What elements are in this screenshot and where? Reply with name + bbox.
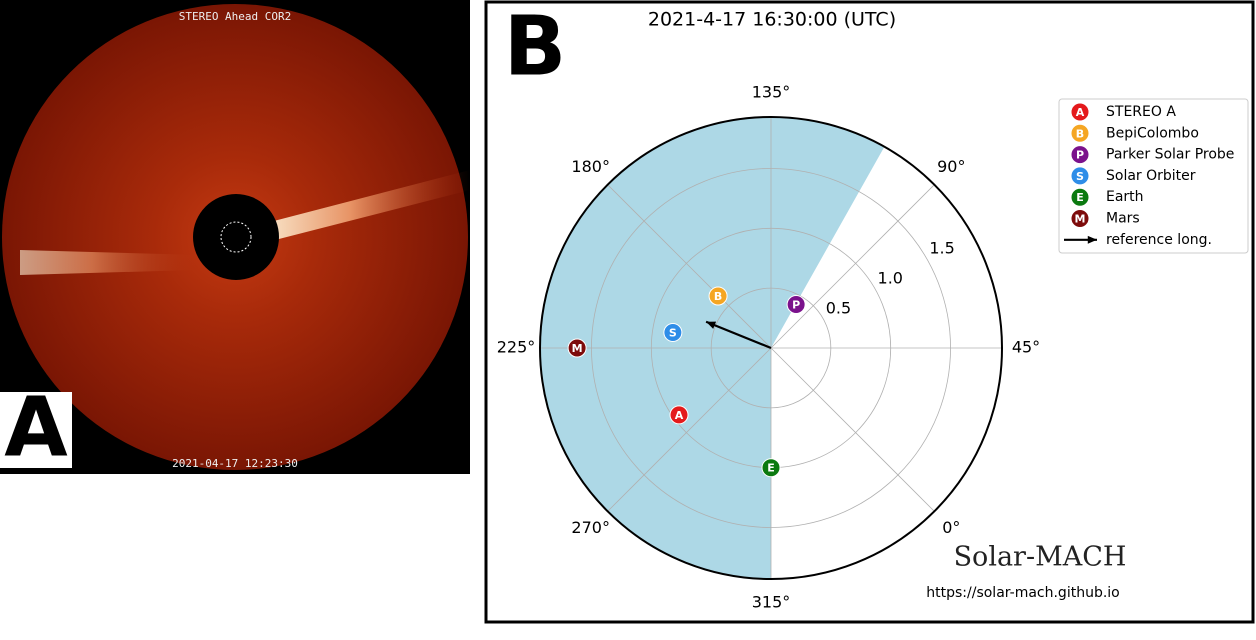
grid-spoke bbox=[770, 347, 935, 512]
reference-arrow-head bbox=[706, 321, 717, 329]
theta-tick-label: 0° bbox=[942, 518, 960, 537]
body-marker bbox=[669, 405, 689, 425]
outer-ring bbox=[539, 116, 1003, 580]
legend-label: STEREO A bbox=[1106, 104, 1176, 120]
theta-tick-label: 180° bbox=[571, 157, 610, 176]
image-timestamp: 2021-04-17 12:23:30 bbox=[172, 457, 298, 470]
occulter bbox=[193, 194, 279, 280]
body-marker bbox=[663, 322, 683, 342]
legend-marker-letter: S bbox=[1076, 170, 1084, 183]
legend-label: Earth bbox=[1106, 189, 1144, 205]
panel-label-box bbox=[0, 392, 72, 468]
legend-marker-letter: A bbox=[1076, 106, 1085, 119]
body-marker-letter: B bbox=[714, 290, 722, 303]
streamer bbox=[20, 250, 200, 275]
theta-tick-label: 135° bbox=[752, 83, 791, 102]
image-title: STEREO Ahead COR2 bbox=[179, 10, 292, 23]
body-marker bbox=[761, 458, 781, 478]
r-tick-label: 1.5 bbox=[929, 239, 954, 258]
legend-label: reference long. bbox=[1106, 232, 1212, 248]
coronagraph-panel: STEREO Ahead COR2 2021-04-17 12:23:30 A bbox=[0, 0, 470, 475]
panel-label: B bbox=[504, 0, 567, 94]
theta-tick-label: 225° bbox=[497, 338, 536, 357]
grid-spoke bbox=[607, 347, 772, 512]
legend-marker bbox=[1070, 166, 1090, 186]
reference-arrow bbox=[705, 320, 772, 350]
body-marker-letter: S bbox=[669, 326, 677, 339]
legend-label: Solar Orbiter bbox=[1106, 168, 1196, 184]
legend: A STEREO A B BepiColombo P Parker Solar Probe… bbox=[1058, 98, 1249, 254]
legend-label: Parker Solar Probe bbox=[1106, 147, 1234, 163]
grid-spoke bbox=[607, 184, 772, 349]
legend-marker-letter: B bbox=[1076, 127, 1084, 140]
body-marker-letter: E bbox=[767, 462, 775, 475]
sun-limb bbox=[220, 221, 252, 253]
legend-marker bbox=[1070, 123, 1090, 143]
url: https://solar-mach.github.io bbox=[926, 585, 1119, 601]
panel-label: A bbox=[4, 380, 68, 475]
legend-marker bbox=[1070, 102, 1090, 122]
legend-marker-letter: M bbox=[1075, 213, 1086, 226]
legend-arrow-head bbox=[1087, 235, 1097, 244]
legend-marker bbox=[1070, 209, 1090, 228]
legend-marker bbox=[1070, 145, 1090, 165]
legend-label: BepiColombo bbox=[1106, 125, 1199, 141]
body-marker-letter: A bbox=[675, 409, 684, 422]
theta-tick-label: 315° bbox=[752, 593, 791, 612]
body-marker bbox=[708, 286, 728, 306]
legend-marker-letter: E bbox=[1076, 191, 1084, 204]
r-tick-label: 0.5 bbox=[826, 299, 851, 318]
legend-label: Mars bbox=[1106, 211, 1140, 227]
body-marker-letter: M bbox=[572, 342, 583, 355]
brand: Solar-MACH bbox=[954, 542, 1127, 573]
legend-box bbox=[1058, 98, 1249, 254]
body-marker bbox=[567, 338, 587, 358]
polar-plot: 0.5 1.0 1.5 0° 45° 90° 135° 180° 225° 270° 315° A B P… bbox=[497, 83, 1040, 612]
body-marker bbox=[786, 294, 806, 314]
theta-tick-label: 45° bbox=[1012, 338, 1040, 357]
legend-marker bbox=[1070, 187, 1090, 207]
theta-tick-label: 270° bbox=[571, 518, 610, 537]
chart-title: 2021-4-17 16:30:00 (UTC) bbox=[648, 9, 896, 31]
grid-spoke bbox=[770, 184, 935, 349]
streamer bbox=[270, 170, 470, 240]
body-marker-letter: P bbox=[792, 298, 800, 311]
theta-tick-label: 90° bbox=[937, 157, 965, 176]
legend-marker-letter: P bbox=[1076, 149, 1084, 162]
r-tick-label: 1.0 bbox=[878, 269, 903, 288]
